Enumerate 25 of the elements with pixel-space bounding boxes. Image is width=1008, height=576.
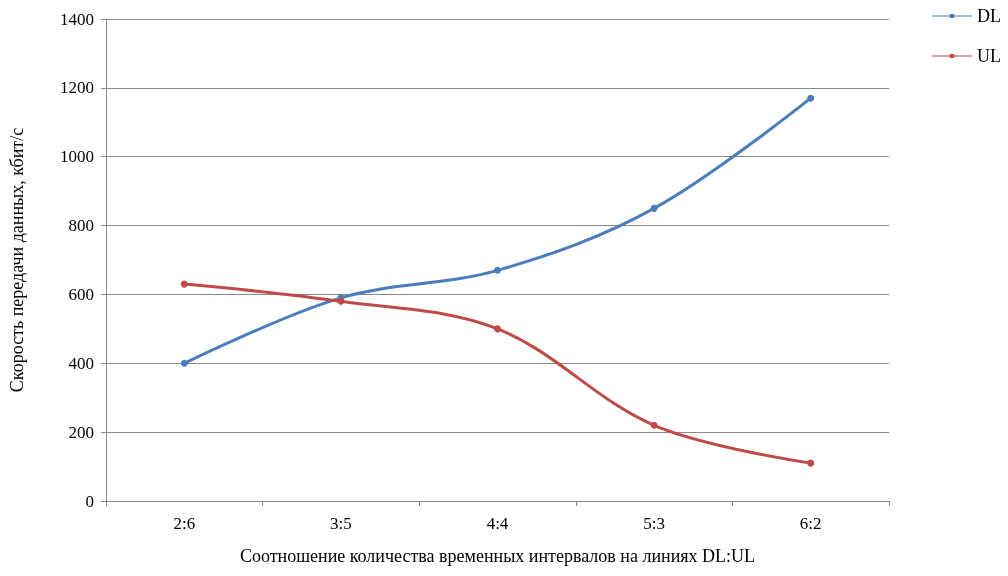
x-tick-label: 5:3 <box>643 514 665 533</box>
y-tick-label: 400 <box>68 353 94 373</box>
point <box>494 325 501 333</box>
legend-label: DL <box>977 6 1002 26</box>
point <box>180 280 188 288</box>
x-tick-label: 6:2 <box>799 514 822 533</box>
point <box>494 266 501 274</box>
x-tick-label: 4:4 <box>486 514 509 533</box>
y-tick-label: 800 <box>68 216 94 236</box>
y-tick-label: 1000 <box>60 147 94 167</box>
y-tick-label: 0 <box>85 491 94 511</box>
point <box>650 204 658 212</box>
point <box>807 94 815 102</box>
point <box>807 459 815 467</box>
y-tick-label: 1400 <box>60 9 94 29</box>
x-tick-label: 2:6 <box>173 514 196 533</box>
legend-label: UL <box>977 46 1002 66</box>
x-tick-label: 3:5 <box>330 514 352 533</box>
y-tick-label: 1200 <box>60 78 94 98</box>
point <box>180 359 188 367</box>
x-axis-title: Соотношение количества временных интервалов на линиях DL:UL <box>239 546 756 566</box>
point <box>650 421 658 429</box>
y-axis-title: Скорость передачи данных, кбит/с <box>7 127 27 393</box>
y-tick-label: 200 <box>68 422 94 442</box>
y-tick-label: 600 <box>68 284 94 304</box>
